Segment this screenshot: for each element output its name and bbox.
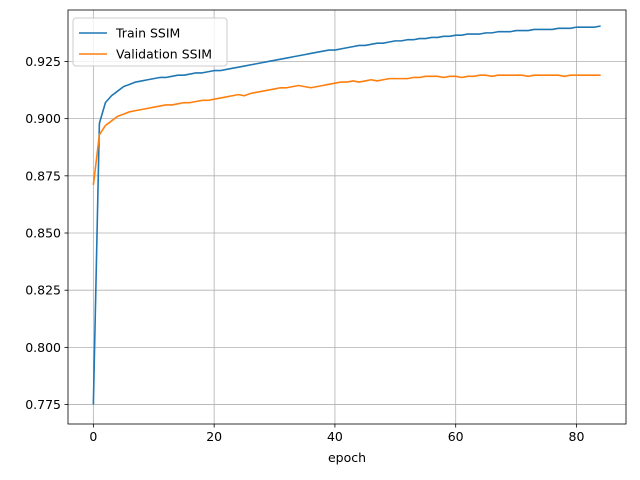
grid bbox=[68, 10, 626, 424]
y-tick-label: 0.825 bbox=[25, 283, 61, 298]
series-layer bbox=[92, 25, 601, 405]
legend: Train SSIM Validation SSIM bbox=[72, 17, 228, 67]
y-tick-label: 0.925 bbox=[25, 54, 61, 69]
x-tick-label: 60 bbox=[448, 429, 464, 444]
x-tick-label: 0 bbox=[89, 429, 97, 444]
train-ssim-line bbox=[92, 25, 601, 405]
y-tick-label: 0.800 bbox=[25, 340, 61, 355]
legend-box bbox=[72, 17, 228, 67]
y-tick-label: 0.875 bbox=[25, 168, 61, 183]
y-tick-label: 0.775 bbox=[25, 397, 61, 412]
legend-label-validation: Validation SSIM bbox=[116, 47, 212, 62]
x-axis-ticks: 0 20 40 60 80 bbox=[89, 424, 584, 444]
x-axis-label: epoch bbox=[328, 450, 366, 465]
y-tick-label: 0.900 bbox=[25, 111, 61, 126]
y-tick-label: 0.850 bbox=[25, 226, 61, 241]
x-tick-label: 80 bbox=[569, 429, 585, 444]
validation-ssim-line bbox=[92, 74, 601, 186]
x-tick-label: 40 bbox=[327, 429, 343, 444]
plot-area bbox=[68, 10, 626, 424]
axes-frame bbox=[67, 9, 627, 425]
x-tick-label: 20 bbox=[206, 429, 222, 444]
y-axis-ticks: 0.775 0.800 0.825 0.850 0.875 0.900 0.925 bbox=[25, 54, 68, 412]
legend-label-train: Train SSIM bbox=[115, 26, 180, 41]
